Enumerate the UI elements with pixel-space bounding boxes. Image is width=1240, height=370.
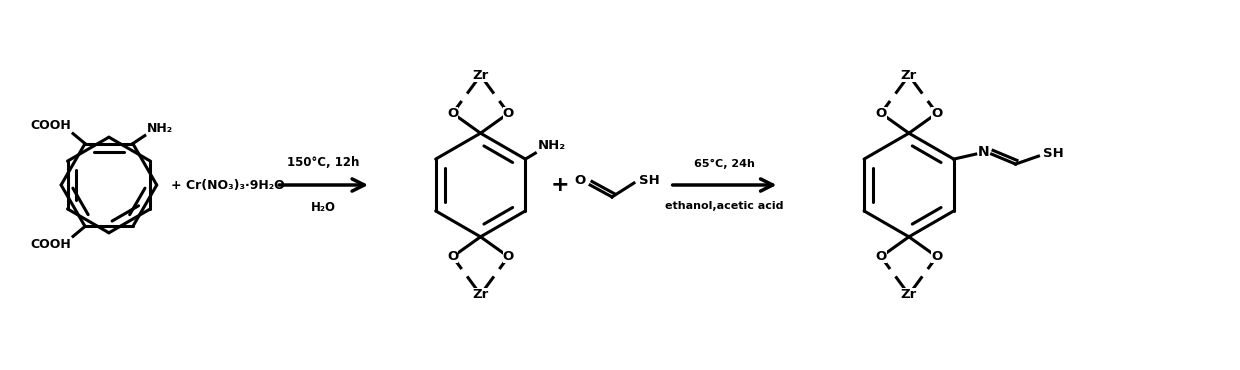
Text: SH: SH	[1043, 147, 1064, 159]
Text: + Cr(NO₃)₃·9H₂O: + Cr(NO₃)₃·9H₂O	[171, 178, 284, 192]
Text: O: O	[931, 107, 942, 120]
Text: Zr: Zr	[472, 288, 489, 301]
Text: O: O	[931, 250, 942, 263]
Text: Zr: Zr	[900, 288, 918, 301]
Text: O: O	[574, 174, 585, 186]
Text: COOH: COOH	[30, 119, 71, 132]
Text: COOH: COOH	[30, 238, 71, 251]
Text: Zr: Zr	[900, 69, 918, 82]
Text: +: +	[551, 175, 569, 195]
Text: Zr: Zr	[472, 69, 489, 82]
Text: N: N	[978, 145, 990, 159]
Text: 65°C, 24h: 65°C, 24h	[694, 159, 755, 169]
Text: O: O	[875, 250, 887, 263]
Text: O: O	[502, 250, 515, 263]
Text: O: O	[446, 250, 459, 263]
Text: ethanol,acetic acid: ethanol,acetic acid	[666, 201, 784, 211]
Text: O: O	[446, 107, 459, 120]
Text: 150°C, 12h: 150°C, 12h	[288, 156, 360, 169]
Text: O: O	[875, 107, 887, 120]
Text: O: O	[502, 107, 515, 120]
Text: NH₂: NH₂	[537, 139, 565, 152]
Text: NH₂: NH₂	[146, 122, 172, 135]
Text: H₂O: H₂O	[311, 201, 336, 214]
Text: SH: SH	[639, 174, 660, 186]
